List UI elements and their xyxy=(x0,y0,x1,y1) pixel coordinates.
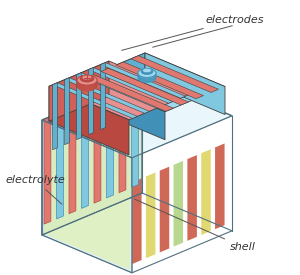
Polygon shape xyxy=(106,90,113,198)
Polygon shape xyxy=(88,68,93,135)
Polygon shape xyxy=(76,73,81,140)
Polygon shape xyxy=(88,68,173,103)
Polygon shape xyxy=(49,61,109,121)
Ellipse shape xyxy=(142,68,152,73)
Ellipse shape xyxy=(77,76,97,86)
Polygon shape xyxy=(100,63,185,98)
Ellipse shape xyxy=(77,80,97,90)
Polygon shape xyxy=(101,68,188,105)
Polygon shape xyxy=(131,56,218,92)
Ellipse shape xyxy=(77,78,97,88)
Text: electrolyte: electrolyte xyxy=(5,175,65,204)
Polygon shape xyxy=(52,83,137,118)
Ellipse shape xyxy=(138,72,156,81)
Polygon shape xyxy=(94,95,101,203)
Ellipse shape xyxy=(77,75,97,85)
Text: electrodes: electrodes xyxy=(122,15,264,50)
Polygon shape xyxy=(145,53,225,115)
Polygon shape xyxy=(44,99,141,234)
Polygon shape xyxy=(64,78,69,145)
Ellipse shape xyxy=(138,74,156,82)
Polygon shape xyxy=(42,78,232,158)
Polygon shape xyxy=(116,62,203,99)
Ellipse shape xyxy=(80,75,94,82)
Ellipse shape xyxy=(141,68,153,75)
Polygon shape xyxy=(44,116,51,224)
Polygon shape xyxy=(49,86,129,155)
Ellipse shape xyxy=(138,70,156,79)
Polygon shape xyxy=(132,178,142,264)
Polygon shape xyxy=(76,73,161,108)
Polygon shape xyxy=(42,78,142,235)
Polygon shape xyxy=(49,61,189,120)
Polygon shape xyxy=(52,83,57,150)
Ellipse shape xyxy=(138,73,156,82)
Polygon shape xyxy=(146,172,155,258)
Polygon shape xyxy=(82,101,88,208)
Polygon shape xyxy=(85,53,145,106)
Ellipse shape xyxy=(82,75,92,80)
Polygon shape xyxy=(174,161,183,247)
Ellipse shape xyxy=(77,81,97,91)
Polygon shape xyxy=(64,78,149,113)
Polygon shape xyxy=(85,78,165,140)
Ellipse shape xyxy=(77,77,97,87)
Polygon shape xyxy=(131,79,138,187)
Ellipse shape xyxy=(77,79,97,89)
Polygon shape xyxy=(201,149,211,235)
Polygon shape xyxy=(100,63,105,130)
Polygon shape xyxy=(188,155,197,241)
Polygon shape xyxy=(69,106,76,214)
Polygon shape xyxy=(56,111,63,219)
Polygon shape xyxy=(86,75,173,111)
Ellipse shape xyxy=(138,71,156,80)
Polygon shape xyxy=(215,144,225,229)
Polygon shape xyxy=(42,120,132,273)
Text: shell: shell xyxy=(134,199,256,252)
Polygon shape xyxy=(160,167,169,252)
Polygon shape xyxy=(85,53,225,112)
Polygon shape xyxy=(119,85,126,193)
Polygon shape xyxy=(44,139,130,270)
Ellipse shape xyxy=(138,68,156,78)
